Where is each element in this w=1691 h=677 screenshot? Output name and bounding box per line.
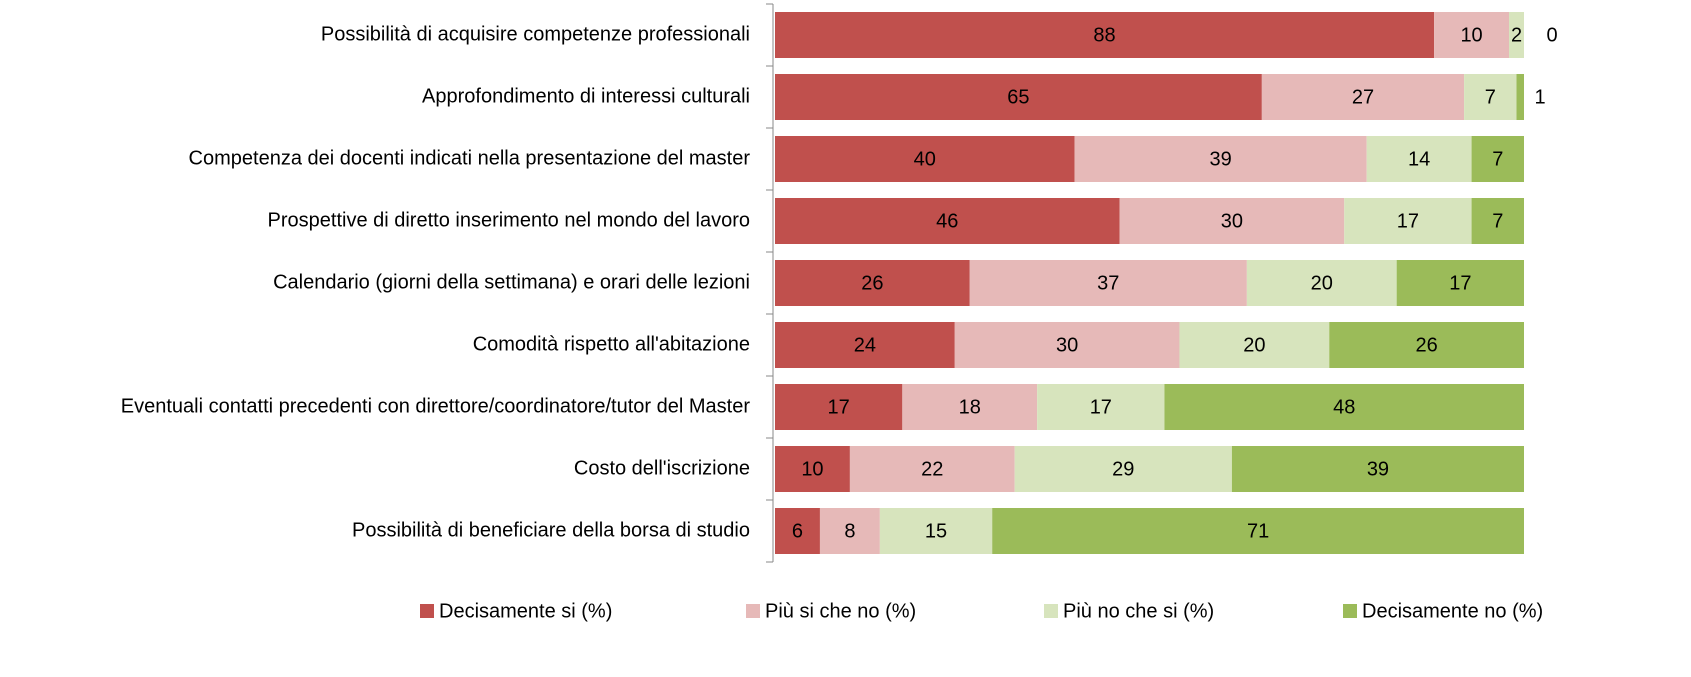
data-label: 30 [1221, 210, 1243, 232]
bar-segment [969, 260, 1247, 306]
bar-segment [879, 508, 993, 554]
bar-segment [775, 322, 955, 368]
legend-swatch [746, 604, 760, 618]
category-label: Eventuali contatti precedenti con dirett… [121, 395, 751, 417]
category-label: Approfondimento di interessi culturali [422, 85, 750, 107]
legend-label: Più si che no (%) [765, 600, 916, 622]
data-label: 17 [1397, 210, 1419, 232]
category-label: Comodità rispetto all'abitazione [473, 333, 750, 355]
data-label: 71 [1247, 520, 1269, 542]
data-label: 8 [844, 520, 855, 542]
data-label: 20 [1243, 334, 1265, 356]
bar-segment [1037, 384, 1165, 430]
data-label: 37 [1097, 272, 1119, 294]
bar-segment [775, 384, 903, 430]
bar-segment [1074, 136, 1367, 182]
data-label: 24 [854, 334, 876, 356]
bar-segment [1396, 260, 1524, 306]
data-label: 1 [1534, 86, 1545, 108]
data-label: 15 [925, 520, 947, 542]
data-label: 46 [936, 210, 958, 232]
bar-segment [1179, 322, 1330, 368]
category-label: Possibilità di acquisire competenze prof… [321, 23, 750, 45]
bar-segment [902, 384, 1038, 430]
bar-segment [1434, 12, 1510, 58]
bar-segment [775, 74, 1262, 120]
bar-segment [1246, 260, 1397, 306]
data-label: 29 [1112, 458, 1134, 480]
data-label: 20 [1311, 272, 1333, 294]
data-label: 26 [1416, 334, 1438, 356]
category-label: Prospettive di diretto inserimento nel m… [268, 209, 750, 231]
category-label: Calendario (giorni della settimana) e or… [273, 271, 750, 293]
bar-segment [1471, 136, 1524, 182]
data-label: 30 [1056, 334, 1078, 356]
bar-segment [1164, 384, 1524, 430]
category-label: Possibilità di beneficiare della borsa d… [352, 519, 750, 541]
bar-segment [775, 198, 1120, 244]
bar-segment [1014, 446, 1232, 492]
bar-segment [1119, 198, 1345, 244]
legend-swatch [1044, 604, 1058, 618]
legend-swatch [1343, 604, 1357, 618]
bar-segment [1464, 74, 1517, 120]
data-label: 39 [1367, 458, 1389, 480]
bar-segment [775, 136, 1075, 182]
bar-segment [1231, 446, 1524, 492]
bar-segment [1366, 136, 1472, 182]
bar-segment [849, 446, 1015, 492]
bar-segment [1344, 198, 1472, 244]
bar-segment [1261, 74, 1465, 120]
bar-segment [1509, 12, 1524, 58]
data-label: 26 [861, 272, 883, 294]
bar-segment [1516, 74, 1524, 120]
data-label: 0 [1546, 24, 1557, 46]
data-label: 7 [1485, 86, 1496, 108]
data-label: 27 [1352, 86, 1374, 108]
data-label: 14 [1408, 148, 1430, 170]
data-label: 7 [1492, 210, 1503, 232]
bar-segment [775, 508, 820, 554]
legend-label: Più no che si (%) [1063, 600, 1214, 622]
bar-segment [775, 12, 1435, 58]
bar-segment [819, 508, 880, 554]
data-label: 17 [828, 396, 850, 418]
legend-label: Decisamente no (%) [1362, 600, 1543, 622]
data-label: 2 [1511, 24, 1522, 46]
data-label: 48 [1333, 396, 1355, 418]
bar-segment [954, 322, 1180, 368]
bar-segment [775, 260, 970, 306]
data-label: 40 [914, 148, 936, 170]
category-label: Costo dell'iscrizione [574, 457, 750, 479]
data-label: 39 [1210, 148, 1232, 170]
legend-swatch [420, 604, 434, 618]
category-label: Competenza dei docenti indicati nella pr… [189, 147, 751, 169]
bar-segment [1471, 198, 1524, 244]
data-label: 22 [921, 458, 943, 480]
bar-segment [992, 508, 1524, 554]
data-label: 10 [801, 458, 823, 480]
data-label: 17 [1090, 396, 1112, 418]
data-label: 6 [792, 520, 803, 542]
data-label: 88 [1093, 24, 1115, 46]
data-label: 65 [1007, 86, 1029, 108]
data-label: 10 [1460, 24, 1482, 46]
bar-segment [1329, 322, 1524, 368]
data-label: 7 [1492, 148, 1503, 170]
data-label: 18 [959, 396, 981, 418]
bar-segment [775, 446, 850, 492]
legend-label: Decisamente si (%) [439, 600, 612, 622]
data-label: 17 [1449, 272, 1471, 294]
